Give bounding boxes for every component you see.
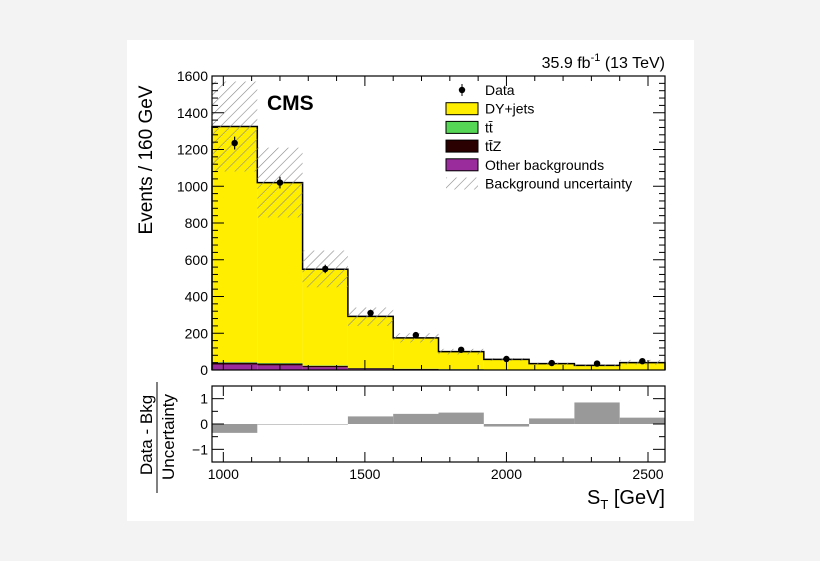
legend: Data DY+jets tt̄ tt̄Z Other backgrounds Backg…	[445, 82, 632, 192]
legend-swatch-2	[445, 139, 479, 153]
ratio-y-tick-label: 0	[200, 416, 208, 432]
legend-swatch-0	[445, 102, 479, 116]
data-point-9	[639, 357, 646, 365]
ratio-bar-2	[302, 424, 348, 425]
y-tick-label-200: 200	[185, 325, 209, 341]
bar-other-backgrounds-2	[302, 367, 348, 370]
bar-tt-z-1	[257, 363, 303, 366]
ratio-y-tick-label: −1	[192, 441, 208, 457]
data-point-8	[593, 360, 601, 367]
data-point-0	[231, 139, 238, 147]
y-tick-label-800: 800	[185, 215, 209, 231]
ratio-bar-0	[212, 424, 258, 433]
legend-label-1: tt̄	[485, 119, 493, 135]
data-point-1	[276, 179, 284, 186]
ratio-bar-7	[529, 418, 575, 424]
ratio-bar-3	[347, 416, 394, 424]
ratio-bar-1	[257, 424, 303, 425]
ratio-bar-4	[393, 413, 439, 424]
legend-label-2: tt̄Z	[485, 138, 502, 154]
data-point-6	[503, 355, 510, 363]
x-tick-label-1500: 1500	[349, 466, 380, 482]
bar-tt-z-3	[347, 368, 394, 370]
legend-label-0: DY+jets	[485, 101, 534, 117]
x-tick-label-2500: 2500	[632, 466, 663, 482]
bar-tt--0	[212, 362, 258, 363]
ratio-y-tick-label: 1	[200, 391, 208, 407]
data-point-4	[412, 331, 420, 339]
x-axis-label: ST [GeV]	[587, 487, 665, 512]
y-tick-label-1400: 1400	[177, 105, 208, 121]
bar-tt-z-0	[212, 362, 258, 365]
bar-dy-jets-4	[393, 337, 439, 369]
ratio-bar-6	[483, 424, 530, 427]
bar-tt-z-2	[302, 365, 348, 368]
uncertainty-band-3	[347, 307, 394, 326]
x-tick-label-2000: 2000	[491, 466, 522, 482]
y-tick-label-600: 600	[185, 252, 209, 268]
bar-dy-jets-9	[619, 362, 665, 370]
data-point-3	[367, 309, 374, 317]
legend-swatch-1	[445, 120, 479, 134]
legend-swatch-3	[445, 158, 479, 172]
y-tick-label-400: 400	[185, 289, 209, 305]
legend-label-data: Data	[485, 82, 515, 98]
y-tick-label-1200: 1200	[177, 142, 208, 158]
data-point-7	[548, 359, 555, 367]
legend-swatch-uncertainty	[446, 177, 478, 190]
legend-label-3: Other backgrounds	[485, 157, 604, 173]
bar-tt-z-4	[393, 368, 439, 370]
bar-dy-jets-8	[574, 365, 620, 370]
cms-label: CMS	[267, 92, 314, 115]
y-tick-label-0: 0	[200, 362, 208, 378]
legend-label-uncertainty: Background uncertainty	[485, 176, 632, 192]
lumi-label: 35.9 fb-1 (13 TeV)	[542, 52, 665, 72]
y-axis-label: Events / 160 GeV	[136, 85, 157, 234]
ratio-bar-5	[438, 412, 484, 424]
bar-tt--1	[257, 363, 303, 364]
ratio-bar-9	[619, 417, 665, 424]
ratio-bar-8	[574, 402, 620, 424]
y-tick-label-1600: 1600	[177, 68, 208, 84]
bar-dy-jets-7	[529, 363, 575, 370]
ratio-y-label-top: Data - Bkg	[137, 395, 156, 475]
data-point-2	[322, 265, 329, 273]
y-tick-label-1000: 1000	[177, 178, 208, 194]
x-tick-label-1000: 1000	[208, 466, 239, 482]
bar-dy-jets-5	[438, 351, 484, 370]
ratio-y-label-bottom: Uncertainty	[159, 394, 178, 480]
uncertainty-band-0	[212, 81, 258, 172]
data-point-5	[457, 346, 465, 353]
bar-other-backgrounds-0	[212, 364, 258, 370]
